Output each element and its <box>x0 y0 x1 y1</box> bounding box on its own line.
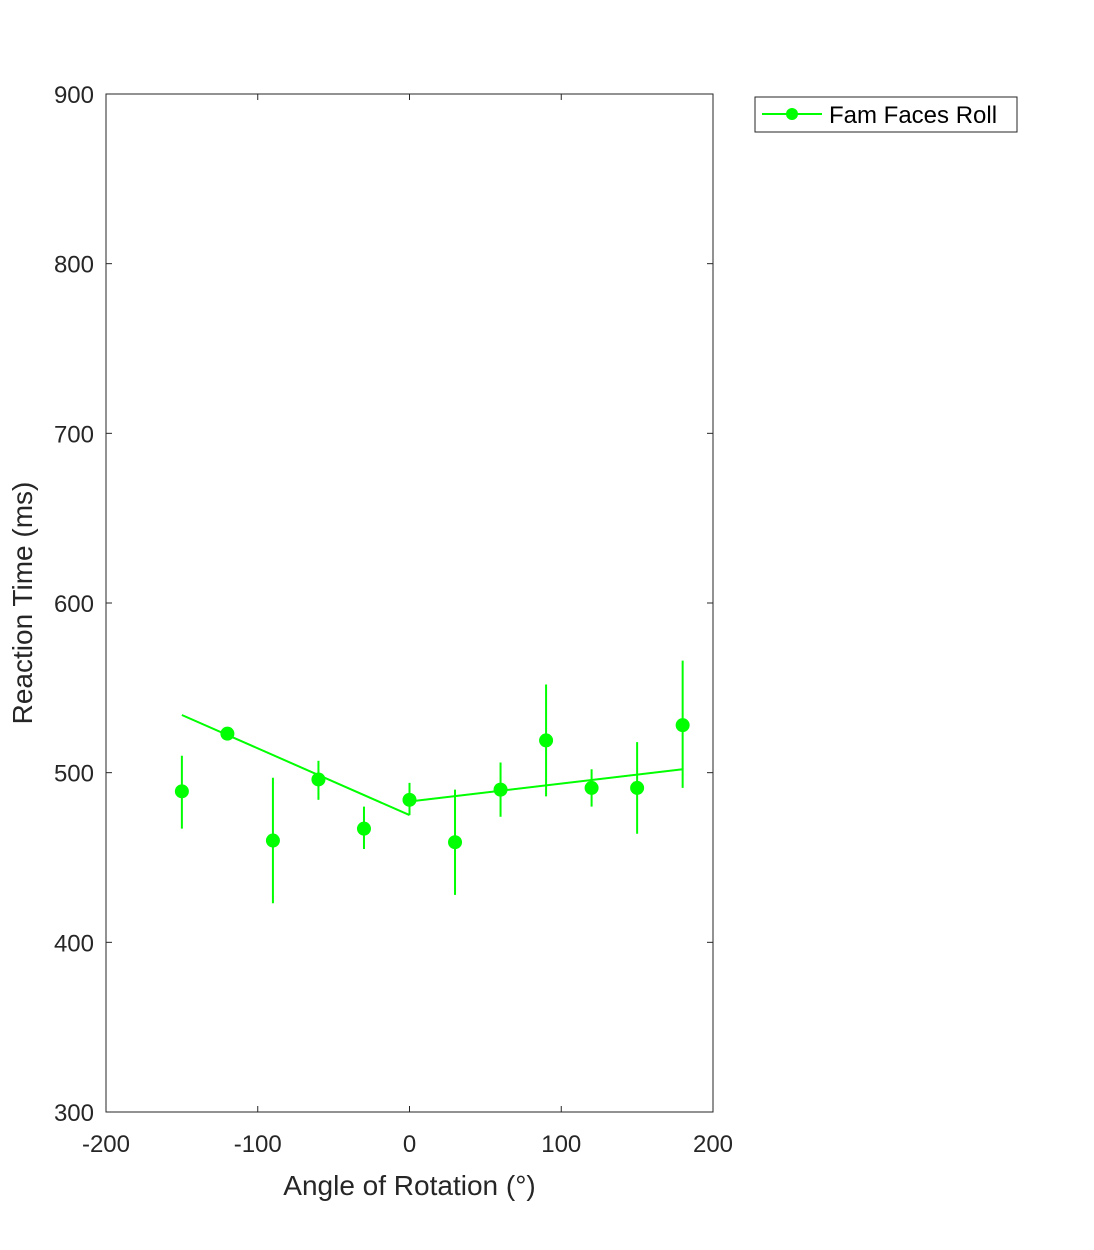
data-point <box>265 833 280 848</box>
data-point <box>174 784 189 799</box>
data-point <box>356 821 371 836</box>
data-point <box>220 726 235 741</box>
data-point <box>675 718 690 733</box>
y-tick-label: 300 <box>54 1100 94 1127</box>
data-point <box>402 792 417 807</box>
y-tick-label: 700 <box>54 421 94 448</box>
y-tick-label: 800 <box>54 252 94 279</box>
legend: Fam Faces Roll <box>754 96 1018 133</box>
y-tick-label: 400 <box>54 930 94 957</box>
legend-marker <box>786 108 798 120</box>
axis-ticks: -200 -100 0 100 200 300 400 500 600 700 800 900 <box>54 82 733 1158</box>
data-point <box>493 782 508 797</box>
y-axis-label: Reaction Time (ms) <box>7 482 38 725</box>
legend-entry-fam-faces-roll: Fam Faces Roll <box>829 102 997 129</box>
y-tick-label: 900 <box>54 82 94 109</box>
data-point <box>311 772 326 787</box>
plot-area <box>106 94 713 1112</box>
x-tick-label: 0 <box>403 1131 416 1158</box>
data-point <box>539 733 554 748</box>
y-tick-label: 500 <box>54 761 94 788</box>
data-point <box>584 780 599 795</box>
data-point <box>630 780 645 795</box>
x-tick-label: 200 <box>693 1131 733 1158</box>
fit-line <box>181 714 410 816</box>
y-tick-label: 600 <box>54 591 94 618</box>
x-axis-label: Angle of Rotation (°) <box>283 1170 535 1201</box>
data-point <box>448 835 463 850</box>
x-tick-label: -100 <box>234 1131 282 1158</box>
data-points <box>174 718 690 850</box>
x-tick-label: -200 <box>82 1131 130 1158</box>
x-tick-label: 100 <box>541 1131 581 1158</box>
